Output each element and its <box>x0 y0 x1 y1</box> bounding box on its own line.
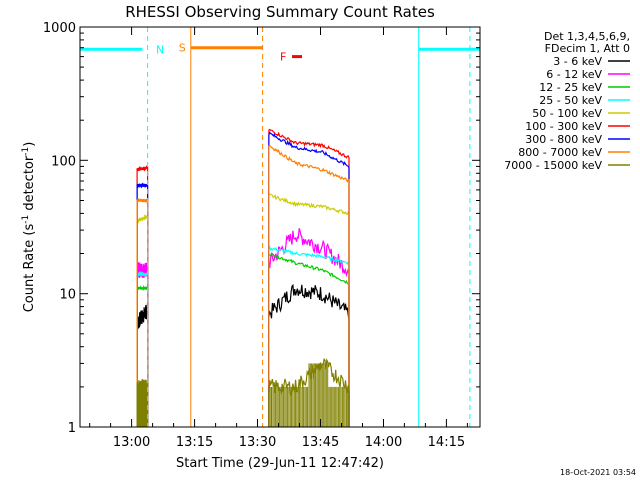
series-5-segment-1 <box>136 165 149 427</box>
chart-title: RHESSI Observing Summary Count Rates <box>125 3 435 21</box>
legend-label-5: 100 - 300 keV <box>525 120 602 133</box>
legend-label-3: 25 - 50 keV <box>539 94 602 107</box>
legend-label-0: 3 - 6 keV <box>553 55 602 68</box>
series-3-segment-1 <box>136 270 149 427</box>
series-0-segment-2 <box>268 283 350 427</box>
series-6 <box>136 131 350 427</box>
y-axis-label-sup2: -1 <box>21 147 31 156</box>
series-8 <box>136 357 350 427</box>
flag-0-label: N <box>156 43 164 56</box>
series-7-segment-1 <box>136 197 149 427</box>
flag-1: S <box>179 27 264 427</box>
legend-header-2: FDecim 1, Att 0 <box>545 42 630 55</box>
timestamp: 18-Oct-2021 03:54 <box>560 468 636 477</box>
plot-area <box>136 128 350 427</box>
legend-header-1: Det 1,3,4,5,6,9, <box>544 30 630 43</box>
x-tick-label-0: 13:00 <box>113 435 150 450</box>
y-axis-label-main: Count Rate (s <box>22 224 37 313</box>
series-7-segment-2 <box>268 145 350 427</box>
series-4-segment-1 <box>136 213 149 427</box>
series-0-segment-1 <box>136 303 149 427</box>
flag-2-label: F <box>280 51 286 64</box>
flag-1-label: S <box>179 42 186 55</box>
x-tick-label-2: 13:30 <box>239 435 276 450</box>
legend-label-6: 300 - 800 keV <box>525 133 602 146</box>
x-axis-label: Start Time (29-Jun-11 12:47:42) <box>176 456 384 471</box>
axes: 13:00 13:15 13:30 13:45 14:00 14:15 1 10 100 1000 <box>43 21 480 450</box>
y-axis-label-end: ) <box>22 142 37 147</box>
series-2-segment-2 <box>268 252 350 427</box>
y-axis-label-sup1: -1 <box>21 215 31 224</box>
series-7 <box>136 145 350 427</box>
legend-label-4: 50 - 100 keV <box>532 107 602 120</box>
legend: Det 1,3,4,5,6,9, FDecim 1, Att 0 3 - 6 k… <box>504 30 630 172</box>
legend-label-7: 800 - 7000 keV <box>518 146 602 159</box>
series-4 <box>136 192 350 427</box>
series-3 <box>136 245 350 427</box>
y-axis-label: Count Rate (s-1 detector-1) <box>21 142 37 313</box>
y-tick-label-2: 100 <box>51 154 76 169</box>
series-4-segment-2 <box>268 192 350 427</box>
series-5 <box>136 128 350 427</box>
y-axis-label-mid: detector <box>22 155 37 215</box>
series-5-segment-2 <box>268 128 350 427</box>
series-6-segment-1 <box>136 182 149 427</box>
x-tick-label-5: 14:15 <box>428 435 465 450</box>
flag-2: F <box>280 51 302 64</box>
series-3-segment-2 <box>268 245 350 427</box>
series-2 <box>136 252 350 427</box>
x-tick-label-3: 13:45 <box>302 435 339 450</box>
x-tick-label-4: 14:00 <box>365 435 402 450</box>
legend-label-1: 6 - 12 keV <box>546 68 602 81</box>
flag-3 <box>418 27 480 427</box>
legend-label-8: 7000 - 15000 keV <box>504 159 602 172</box>
y-tick-label-3: 1000 <box>43 21 76 36</box>
series-6-segment-2 <box>268 131 350 427</box>
x-tick-label-1: 13:15 <box>176 435 213 450</box>
series-0 <box>136 283 350 427</box>
plot-frame <box>79 26 481 428</box>
legend-label-2: 12 - 25 keV <box>539 81 602 94</box>
series-2-segment-1 <box>136 284 149 427</box>
y-tick-label-0: 1 <box>68 421 76 436</box>
y-tick-label-1: 10 <box>59 288 76 303</box>
